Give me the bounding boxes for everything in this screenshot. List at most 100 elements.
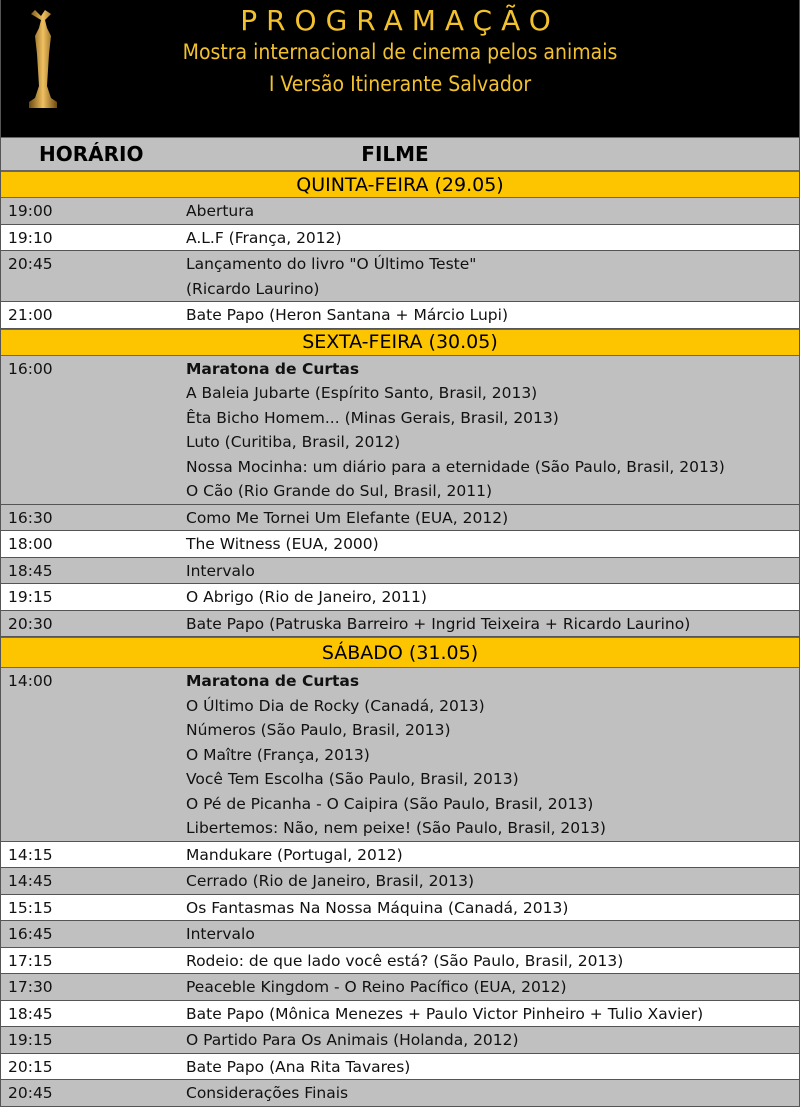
film-line: Considerações Finais <box>186 1084 349 1102</box>
film-line: Cerrado (Rio de Janeiro, Brasil, 2013) <box>186 872 475 890</box>
time-cell: 20:45 <box>8 1084 53 1102</box>
film-line: A Baleia Jubarte (Espírito Santo, Brasil… <box>186 384 538 402</box>
film-cell: A.L.F (França, 2012) <box>186 226 799 251</box>
film-line: Rodeio: de que lado você está? (São Paul… <box>186 951 624 970</box>
table-row: 18:45 Intervalo <box>1 557 799 584</box>
film-cell: Mandukare (Portugal, 2012) <box>186 843 799 868</box>
film-line: Bate Papo (Patruska Barreiro + Ingrid Te… <box>186 614 691 633</box>
film-line: Você Tem Escolha (São Paulo, Brasil, 201… <box>186 770 519 788</box>
film-line: Bate Papo (Mônica Menezes + Paulo Victor… <box>186 1004 704 1023</box>
film-line: O Último Dia de Rocky (Canadá, 2013) <box>186 696 485 715</box>
table-row: 14:00 Maratona de Curtas O Último Dia de R… <box>1 668 799 842</box>
film-cell: O Abrigo (Rio de Janeiro, 2011) <box>186 585 799 610</box>
film-line: O Pé de Picanha - O Caipira (São Paulo, … <box>186 794 594 813</box>
film-cell: Intervalo <box>186 559 799 584</box>
film-cell: Cerrado (Rio de Janeiro, Brasil, 2013) <box>186 869 799 894</box>
page-title: PROGRAMAÇÃO <box>240 4 560 37</box>
film-cell: Lançamento do livro "O Último Teste" (Ric… <box>186 252 799 301</box>
day-header: SÁBADO (31.05) <box>1 637 799 668</box>
time-cell: 16:45 <box>8 925 53 943</box>
table-row: 18:45 Bate Papo (Mônica Menezes + Paulo V… <box>1 1001 799 1027</box>
film-cell: Peaceble Kingdom - O Reino Pacífico (EUA… <box>186 975 799 1000</box>
table-row: 16:00 Maratona de Curtas A Baleia Jubarte … <box>1 355 799 505</box>
film-line: O Cão (Rio Grande do Sul, Brasil, 2011) <box>186 482 493 500</box>
table-row: 16:45 Intervalo <box>1 921 799 948</box>
time-cell: 20:45 <box>8 255 53 273</box>
time-cell: 18:45 <box>8 1004 53 1023</box>
film-line: Os Fantasmas Na Nossa Máquina (Canadá, 2… <box>186 898 569 917</box>
film-line: Peaceble Kingdom - O Reino Pacífico (EUA… <box>186 978 567 996</box>
film-line: Bate Papo (Heron Santana + Márcio Lupi) <box>186 306 508 324</box>
film-cell: Maratona de Curtas O Último Dia de Rocky … <box>186 669 799 841</box>
film-line: Intervalo <box>186 561 255 580</box>
time-cell: 18:45 <box>8 561 53 580</box>
film-line: Como Me Tornei Um Elefante (EUA, 2012) <box>186 508 509 527</box>
film-cell: Intervalo <box>186 922 799 947</box>
film-line: Libertemos: Não, nem peixe! (São Paulo, … <box>186 819 606 837</box>
table-row: 19:15 O Partido Para Os Animais (Holanda,… <box>1 1027 799 1054</box>
time-cell: 21:00 <box>8 306 53 324</box>
film-cell: Como Me Tornei Um Elefante (EUA, 2012) <box>186 506 799 531</box>
table-row: 14:45 Cerrado (Rio de Janeiro, Brasil, 20… <box>1 868 799 895</box>
table-row: 20:15 Bate Papo (Ana Rita Tavares) <box>1 1054 799 1080</box>
table-row: 16:30 Como Me Tornei Um Elefante (EUA, 20… <box>1 504 799 531</box>
table-row: 17:15 Rodeio: de que lado você está? (São… <box>1 948 799 974</box>
time-cell: 17:30 <box>8 978 53 996</box>
schedule-body: QUINTA-FEIRA (29.05) 19:00 Abertura 19:10 A.… <box>1 171 799 1107</box>
film-cell: O Partido Para Os Animais (Holanda, 2012… <box>186 1028 799 1053</box>
time-cell: 20:30 <box>8 614 53 633</box>
time-cell: 15:15 <box>8 898 53 917</box>
film-line: The Witness (EUA, 2000) <box>186 535 379 553</box>
film-cell: The Witness (EUA, 2000) <box>186 532 799 557</box>
film-cell: Bate Papo (Ana Rita Tavares) <box>186 1055 799 1080</box>
time-cell: 19:15 <box>8 1031 53 1049</box>
film-cell: Bate Papo (Mônica Menezes + Paulo Victor… <box>186 1002 799 1027</box>
film-cell: Rodeio: de que lado você está? (São Paul… <box>186 949 799 974</box>
film-line: Bate Papo (Ana Rita Tavares) <box>186 1057 411 1076</box>
table-row: 19:00 Abertura <box>1 198 799 225</box>
time-cell: 20:15 <box>8 1057 53 1076</box>
film-line: O Maître (França, 2013) <box>186 745 370 764</box>
film-line: Lançamento do livro "O Último Teste" <box>186 255 477 273</box>
column-header: HORÁRIO FILME <box>1 137 799 171</box>
film-line: Abertura <box>186 202 255 220</box>
trophy-icon <box>29 10 57 108</box>
film-line: O Partido Para Os Animais (Holanda, 2012… <box>186 1031 519 1049</box>
film-cell: Bate Papo (Patruska Barreiro + Ingrid Te… <box>186 612 799 637</box>
table-row: 14:15 Mandukare (Portugal, 2012) <box>1 842 799 868</box>
film-line: Luto (Curitiba, Brasil, 2012) <box>186 433 401 451</box>
film-cell: Considerações Finais <box>186 1081 799 1106</box>
time-cell: 14:15 <box>8 845 53 864</box>
time-cell: 16:00 <box>8 359 53 378</box>
film-line: O Abrigo (Rio de Janeiro, 2011) <box>186 588 427 606</box>
film-column-header: FILME <box>361 142 429 166</box>
film-cell: Maratona de Curtas A Baleia Jubarte (Espí… <box>186 357 799 504</box>
table-row: 20:30 Bate Papo (Patruska Barreiro + Ingr… <box>1 610 799 637</box>
time-cell: 19:10 <box>8 228 53 247</box>
time-cell: 14:45 <box>8 872 53 890</box>
film-line: A.L.F (França, 2012) <box>186 228 342 247</box>
film-line: Números (São Paulo, Brasil, 2013) <box>186 721 451 739</box>
film-line: Êta Bicho Homem... (Minas Gerais, Brasil… <box>186 408 559 427</box>
film-line: (Ricardo Laurino) <box>186 279 320 298</box>
time-cell: 19:00 <box>8 202 53 220</box>
film-cell: Abertura <box>186 199 799 224</box>
film-cell: Bate Papo (Heron Santana + Márcio Lupi) <box>186 303 799 328</box>
film-line: Nossa Mocinha: um diário para a eternida… <box>186 457 725 476</box>
block-heading: Maratona de Curtas <box>186 359 360 378</box>
table-row: 17:30 Peaceble Kingdom - O Reino Pacífico… <box>1 974 799 1001</box>
block-heading: Maratona de Curtas <box>186 672 360 690</box>
page-subtitle: Mostra internacional de cinema pelos ani… <box>182 40 618 64</box>
table-row: 19:10 A.L.F (França, 2012) <box>1 225 799 251</box>
time-cell: 14:00 <box>8 672 53 690</box>
table-row: 20:45 Considerações Finais <box>1 1080 799 1107</box>
table-row: 20:45 Lançamento do livro "O Último Teste… <box>1 251 799 302</box>
time-cell: 19:15 <box>8 588 53 606</box>
edition-label: I Versão Itinerante Salvador <box>268 72 532 96</box>
time-column-header: HORÁRIO <box>39 142 144 166</box>
table-row: 21:00 Bate Papo (Heron Santana + Márcio L… <box>1 302 799 329</box>
header-banner: PROGRAMAÇÃO Mostra internacional de cine… <box>1 0 799 137</box>
film-cell: Os Fantasmas Na Nossa Máquina (Canadá, 2… <box>186 896 799 921</box>
table-row: 15:15 Os Fantasmas Na Nossa Máquina (Cana… <box>1 895 799 921</box>
